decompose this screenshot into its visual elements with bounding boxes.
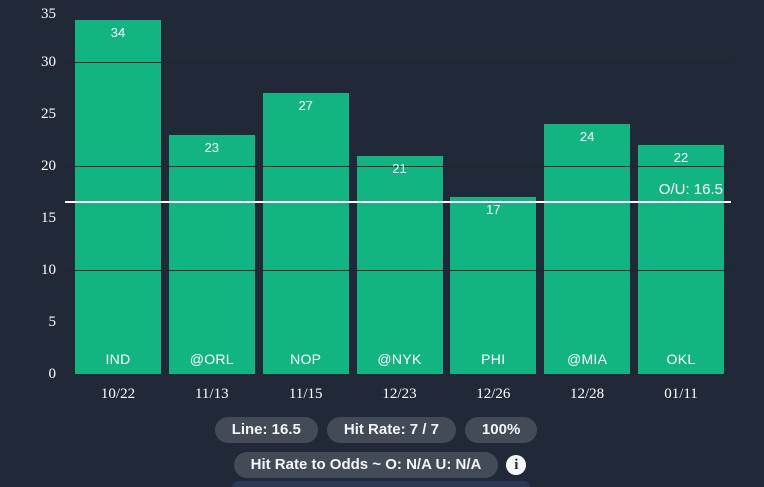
bar-value-label: 21 [392,160,407,176]
bar[interactable] [544,124,631,374]
date-label: 12/23 [382,386,417,402]
bar[interactable] [75,20,161,374]
line-badge: Line: 16.5 [214,417,318,443]
bar-team-label: @NYK [377,351,422,367]
bar-value-label: 22 [673,150,689,166]
y-tick-label: 30 [41,54,56,70]
date-label: 11/13 [194,386,229,402]
bar-value-label: 17 [486,202,501,218]
hit-rate-percent-badge: 100% [464,417,538,443]
bar[interactable] [262,93,349,374]
y-tick-label: 10 [41,262,56,278]
date-label: 10/22 [100,386,136,402]
date-label: 12/28 [570,386,605,402]
y-tick-label: 0 [48,366,57,382]
bar-value-label: 34 [110,25,126,41]
bar-team-label: @MIA [566,351,608,367]
bottom-partial-button[interactable] [232,481,530,487]
hit-rate-to-odds-badge: Hit Rate to Odds ~ O: N/A U: N/A [233,452,499,478]
bar[interactable] [450,197,537,374]
y-tick-label: 25 [41,106,56,122]
over-under-line-label: O/U: 16.5 [658,181,723,198]
bar[interactable] [168,134,255,374]
y-tick-label: 20 [41,158,56,174]
gridline [65,270,731,271]
info-icon[interactable]: i [506,455,527,475]
bar-team-label: PHI [481,351,506,367]
date-label: 11/15 [288,386,323,402]
bar-team-label: NOP [290,351,322,367]
bar[interactable] [356,155,443,374]
stats-badge-row: Line: 16.5 Hit Rate: 7 / 7 100% [0,417,758,443]
y-tick-label: 5 [48,314,57,330]
date-label: 12/26 [476,386,511,402]
gridline [65,62,731,63]
bar-value-label: 24 [579,129,595,145]
hit-rate-badge: Hit Rate: 7 / 7 [326,417,456,443]
gridline [65,166,731,167]
y-tick-label: 35 [41,6,56,22]
bar-team-label: @ORL [189,351,234,367]
odds-badge-row: Hit Rate to Odds ~ O: N/A U: N/A i [0,452,762,478]
bar-team-label: IND [105,351,131,367]
bar-value-label: 23 [204,139,220,155]
over-under-line [65,201,731,204]
bar-team-label: OKL [666,351,696,367]
date-label: 01/11 [664,386,698,402]
bar-value-label: 27 [298,98,313,114]
y-tick-label: 15 [41,210,56,226]
bar[interactable] [638,145,724,374]
